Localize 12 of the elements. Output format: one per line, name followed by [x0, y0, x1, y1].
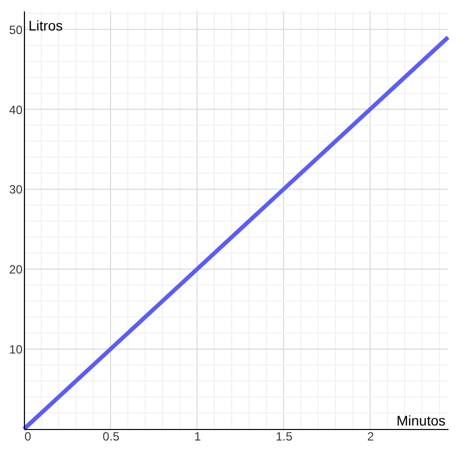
y-tick-label: 40 — [9, 102, 23, 117]
x-tick-label: 1 — [194, 430, 202, 444]
y-tick-label: 50 — [9, 22, 23, 37]
y-tick-label: 30 — [9, 182, 23, 197]
x-tick-label: 0.5 — [102, 430, 120, 444]
x-tick-label: 0 — [24, 430, 32, 444]
y-tick-label: 20 — [9, 262, 23, 277]
x-axis-title: Minutos — [396, 412, 446, 428]
y-tick-label: 10 — [9, 342, 23, 357]
y-axis-title: Litros — [28, 18, 63, 34]
x-tick-label: 1.5 — [276, 430, 293, 444]
x-tick-label: 2 — [367, 430, 374, 444]
